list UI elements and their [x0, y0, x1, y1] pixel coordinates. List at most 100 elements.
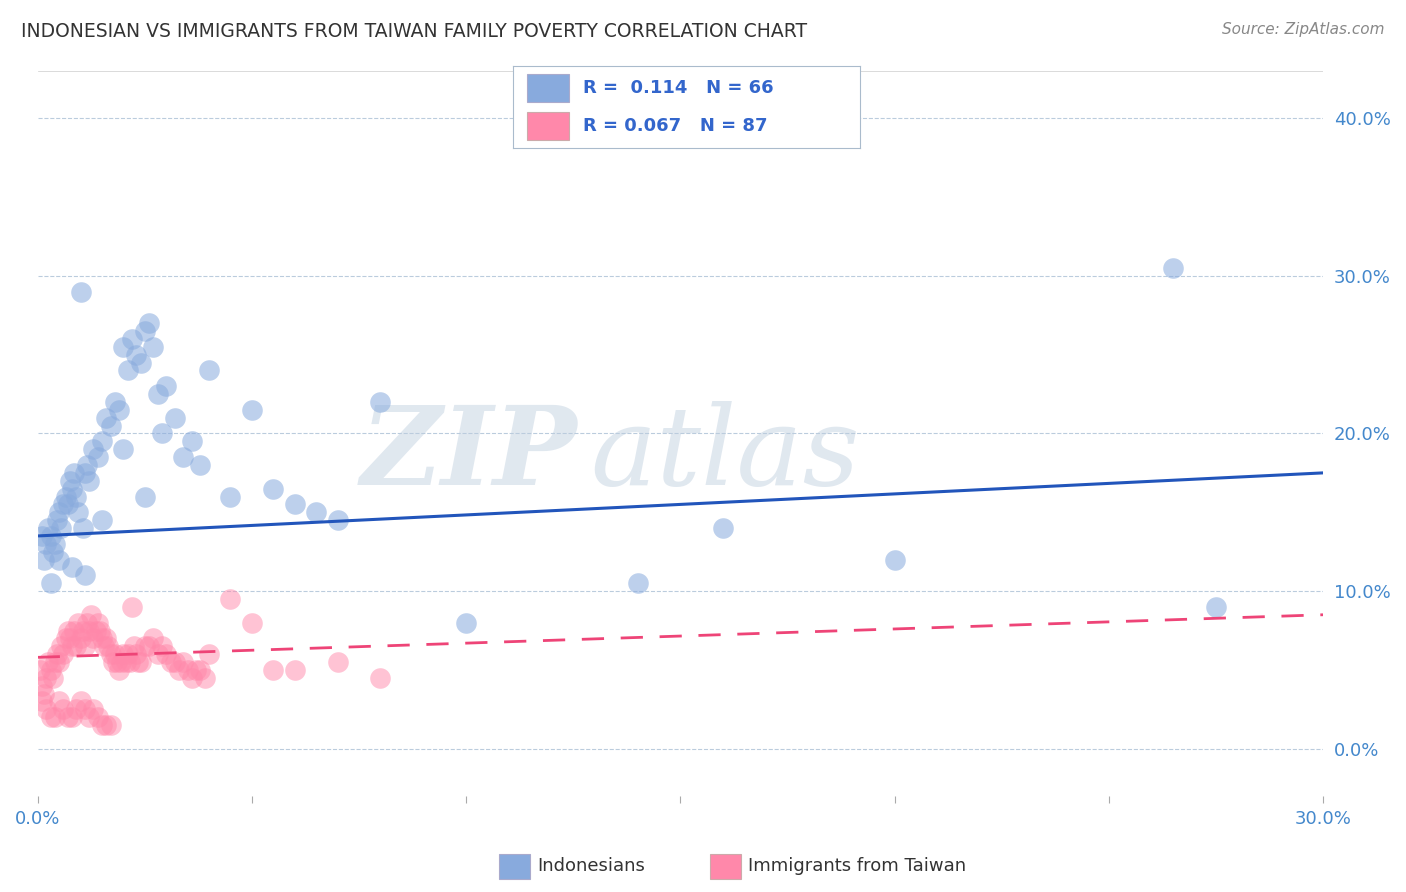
Point	[55, 632, 77, 646]
Point	[121, 599, 143, 614]
Point	[100, 647, 122, 661]
Point	[73, 466, 96, 480]
Point	[456, 615, 478, 630]
Point	[35, 702, 58, 716]
Point	[51, 521, 73, 535]
Point	[163, 410, 186, 425]
Point	[63, 466, 86, 480]
Point	[39, 663, 62, 677]
Point	[67, 505, 90, 519]
Point	[370, 671, 392, 685]
Point	[219, 592, 242, 607]
Point	[97, 640, 120, 654]
Point	[150, 640, 173, 654]
Point	[181, 434, 204, 449]
Point	[72, 521, 94, 535]
Point	[35, 537, 58, 551]
Point	[60, 482, 83, 496]
Point	[104, 395, 127, 409]
Point	[108, 663, 131, 677]
Point	[39, 710, 62, 724]
Point	[711, 521, 734, 535]
Point	[129, 655, 152, 669]
Point	[108, 402, 131, 417]
Point	[326, 655, 349, 669]
Point	[198, 363, 221, 377]
Point	[262, 663, 284, 677]
Point	[96, 632, 118, 646]
Point	[65, 702, 87, 716]
Point	[69, 694, 91, 708]
Point	[89, 624, 111, 638]
Point	[37, 521, 59, 535]
Point	[240, 615, 263, 630]
Point	[117, 647, 139, 661]
Point	[219, 490, 242, 504]
Point	[48, 655, 70, 669]
Point	[138, 316, 160, 330]
Point	[122, 640, 145, 654]
Point	[48, 552, 70, 566]
Text: Indonesians: Indonesians	[537, 857, 645, 875]
Point	[46, 513, 69, 527]
Point	[167, 663, 190, 677]
Point	[52, 497, 75, 511]
Point	[100, 718, 122, 732]
Point	[31, 694, 53, 708]
Text: ZIP: ZIP	[361, 401, 578, 509]
Point	[41, 545, 63, 559]
Point	[129, 355, 152, 369]
Point	[82, 442, 104, 457]
Point	[190, 663, 212, 677]
Point	[59, 474, 82, 488]
Point	[55, 490, 77, 504]
Point	[86, 710, 108, 724]
Point	[155, 647, 177, 661]
Point	[91, 632, 114, 646]
Point	[51, 640, 73, 654]
Point	[60, 710, 83, 724]
Point	[37, 655, 59, 669]
Point	[146, 647, 169, 661]
Point	[146, 387, 169, 401]
Point	[181, 671, 204, 685]
Point	[60, 560, 83, 574]
Point	[186, 663, 208, 677]
Text: INDONESIAN VS IMMIGRANTS FROM TAIWAN FAMILY POVERTY CORRELATION CHART: INDONESIAN VS IMMIGRANTS FROM TAIWAN FAM…	[21, 22, 807, 41]
Point	[138, 640, 160, 654]
Point	[198, 647, 221, 661]
Point	[326, 513, 349, 527]
Point	[112, 442, 135, 457]
Point	[48, 694, 70, 708]
Point	[69, 632, 91, 646]
Point	[73, 568, 96, 582]
Point	[1205, 599, 1227, 614]
Text: Immigrants from Taiwan: Immigrants from Taiwan	[748, 857, 966, 875]
Point	[65, 490, 87, 504]
Point	[82, 702, 104, 716]
Point	[84, 624, 107, 638]
Point	[32, 552, 55, 566]
Point	[1161, 260, 1184, 275]
Point	[39, 529, 62, 543]
Point	[56, 624, 79, 638]
Point	[172, 450, 194, 464]
Point	[32, 687, 55, 701]
Point	[96, 410, 118, 425]
Point	[93, 640, 115, 654]
Point	[240, 402, 263, 417]
Point	[80, 607, 103, 622]
Point	[35, 671, 58, 685]
Point	[72, 624, 94, 638]
Point	[100, 418, 122, 433]
Point	[82, 632, 104, 646]
Point	[110, 655, 132, 669]
Point	[121, 332, 143, 346]
Point	[101, 655, 124, 669]
Point	[125, 647, 148, 661]
Point	[284, 497, 307, 511]
Point	[28, 663, 51, 677]
Point	[626, 576, 648, 591]
Point	[142, 632, 165, 646]
Point	[67, 615, 90, 630]
